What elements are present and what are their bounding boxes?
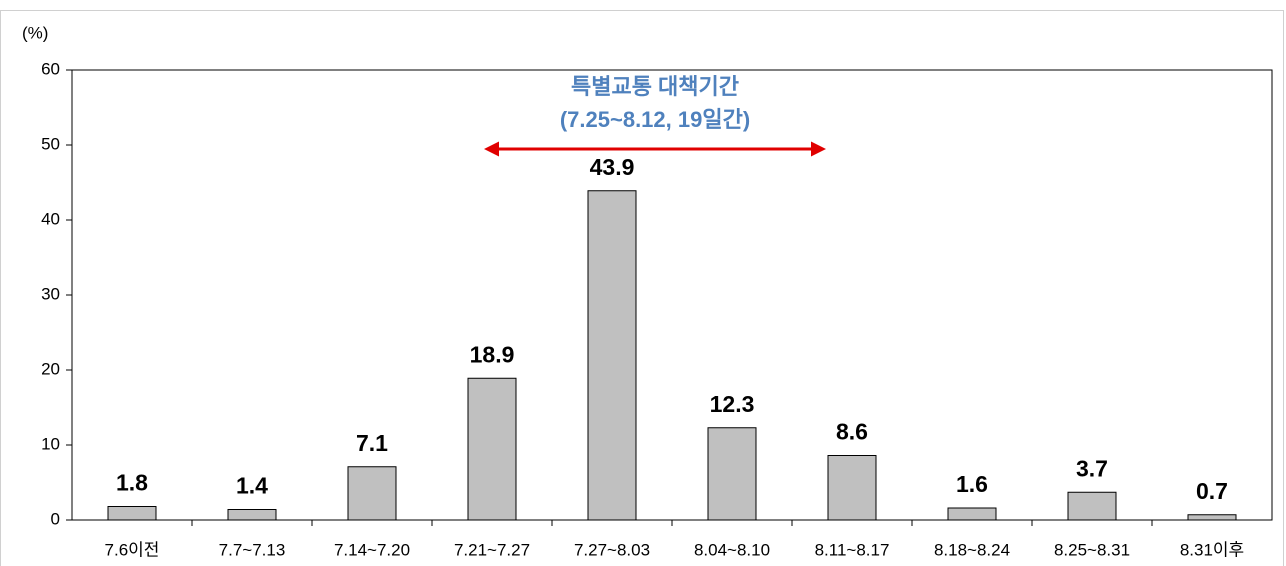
plot-area xyxy=(71,69,1273,521)
bar xyxy=(827,455,877,521)
x-tick-label: 7.6이전 xyxy=(105,540,160,559)
bar xyxy=(947,507,997,521)
x-tick-label: 8.04~8.10 xyxy=(694,540,770,559)
bar xyxy=(1067,491,1117,521)
bar xyxy=(347,466,397,521)
y-unit-label: (%) xyxy=(22,23,48,42)
value-label: 1.8 xyxy=(116,470,148,496)
frame xyxy=(0,10,1284,566)
x-tick-label: 7.7~7.13 xyxy=(219,540,286,559)
value-label: 18.9 xyxy=(470,341,515,367)
y-tick-label: 40 xyxy=(41,209,60,228)
y-tick-label: 20 xyxy=(41,359,60,378)
x-tick-label: 8.25~8.31 xyxy=(1054,540,1130,559)
value-label: 1.4 xyxy=(236,473,268,499)
y-tick-label: 10 xyxy=(41,434,60,453)
bar xyxy=(1187,514,1237,521)
x-tick-label: 7.14~7.20 xyxy=(334,540,410,559)
x-tick-label: 8.11~8.17 xyxy=(815,540,890,559)
annotation: 특별교통 대책기간 xyxy=(571,74,739,99)
x-tick-label: 8.18~8.24 xyxy=(934,540,1010,559)
value-label: 8.6 xyxy=(836,419,868,445)
bar xyxy=(107,506,157,521)
y-tick-label: 60 xyxy=(41,59,60,78)
x-tick-label: 7.21~7.27 xyxy=(454,540,530,559)
bar xyxy=(227,509,277,521)
y-tick-label: 30 xyxy=(41,284,60,303)
value-label: 12.3 xyxy=(710,391,755,417)
bar xyxy=(467,377,517,521)
value-label: 3.7 xyxy=(1076,455,1108,481)
value-label: 43.9 xyxy=(590,154,635,180)
bar xyxy=(707,427,757,521)
bar xyxy=(587,190,637,521)
y-tick-label: 0 xyxy=(51,509,60,528)
x-tick-label: 7.27~8.03 xyxy=(574,540,650,559)
value-label: 7.1 xyxy=(356,430,388,456)
annotation: (7.25~8.12, 19일간) xyxy=(560,107,750,132)
value-label: 1.6 xyxy=(956,471,988,497)
x-tick-label: 8.31이후 xyxy=(1180,540,1244,559)
value-label: 0.7 xyxy=(1196,478,1228,504)
y-tick-label: 50 xyxy=(41,134,60,153)
